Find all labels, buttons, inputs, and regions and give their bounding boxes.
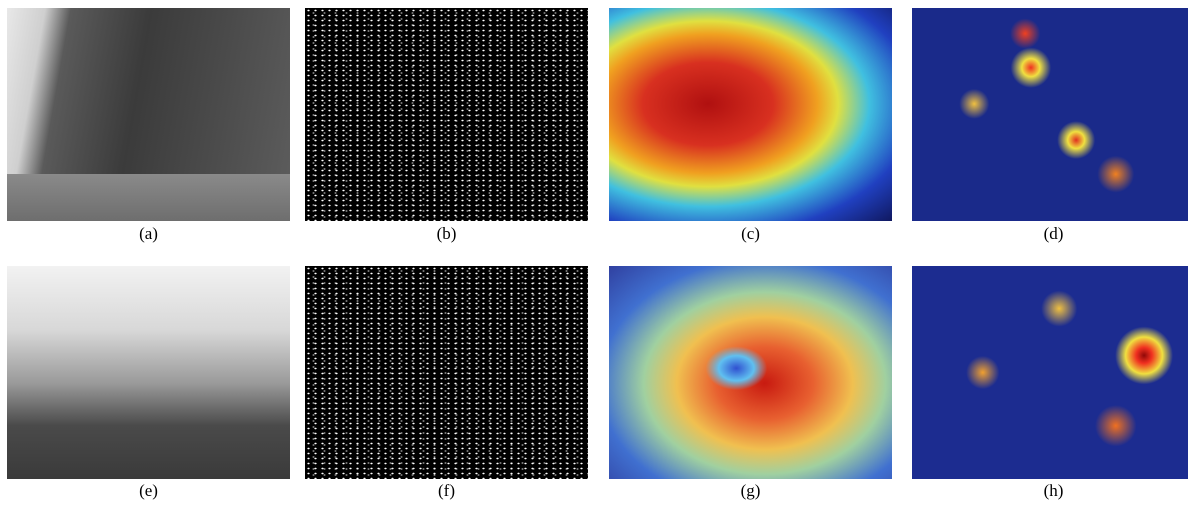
- panel-caption: (b): [305, 224, 588, 244]
- panel-caption: (a): [7, 224, 290, 244]
- panel-image: [305, 266, 588, 479]
- panel-image: [912, 8, 1188, 221]
- panel-image: [609, 266, 892, 479]
- panel-caption: (h): [912, 481, 1188, 501]
- panel-image: [305, 8, 588, 221]
- panel-caption: (c): [609, 224, 892, 244]
- panel-image: [7, 8, 290, 221]
- panel-image: [609, 8, 892, 221]
- panel-caption: (e): [7, 481, 290, 501]
- panel-caption: (g): [609, 481, 892, 501]
- panel-image: [912, 266, 1188, 479]
- panel-image: [7, 266, 290, 479]
- figure: (a) (b) (c) (d) (e) (f) (g) (h): [0, 0, 1188, 506]
- panel-caption: (d): [912, 224, 1188, 244]
- panel-caption: (f): [305, 481, 588, 501]
